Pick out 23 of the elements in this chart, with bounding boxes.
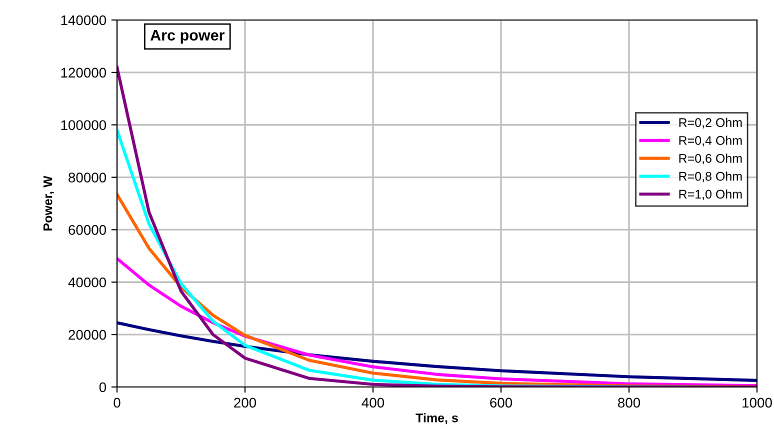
line-series [117, 321, 757, 382]
legend-label: R=0,4 Ohm [679, 136, 742, 146]
x-tick-label: 600 [490, 398, 512, 408]
x-tick-label: 200 [234, 398, 256, 408]
y-tick-label: 0 [99, 382, 106, 392]
y-tick-label: 120000 [61, 68, 106, 78]
y-tick-label: 140000 [61, 15, 106, 26]
y-tick-label: 60000 [68, 225, 106, 235]
y-tick-label: 100000 [61, 120, 106, 130]
legend-label: R=0,2 Ohm [679, 118, 742, 128]
x-tick-label: 0 [114, 398, 120, 408]
legend-label: R=0,8 Ohm [679, 172, 742, 182]
y-axis-title: Power, W [43, 176, 54, 230]
y-tick-label: 20000 [68, 330, 106, 340]
y-tick-label: 40000 [68, 277, 106, 288]
x-tick-label: 1000 [742, 398, 772, 408]
text: Arc power [150, 30, 225, 44]
x-tick-label: 400 [362, 398, 384, 408]
x-axis-title: Time, s [416, 413, 458, 424]
x-tick-label: 800 [618, 398, 640, 408]
y-tick-label: 80000 [68, 172, 106, 182]
legend-label: R=1,0 Ohm [679, 189, 742, 200]
legend-label: R=0,6 Ohm [679, 154, 742, 164]
